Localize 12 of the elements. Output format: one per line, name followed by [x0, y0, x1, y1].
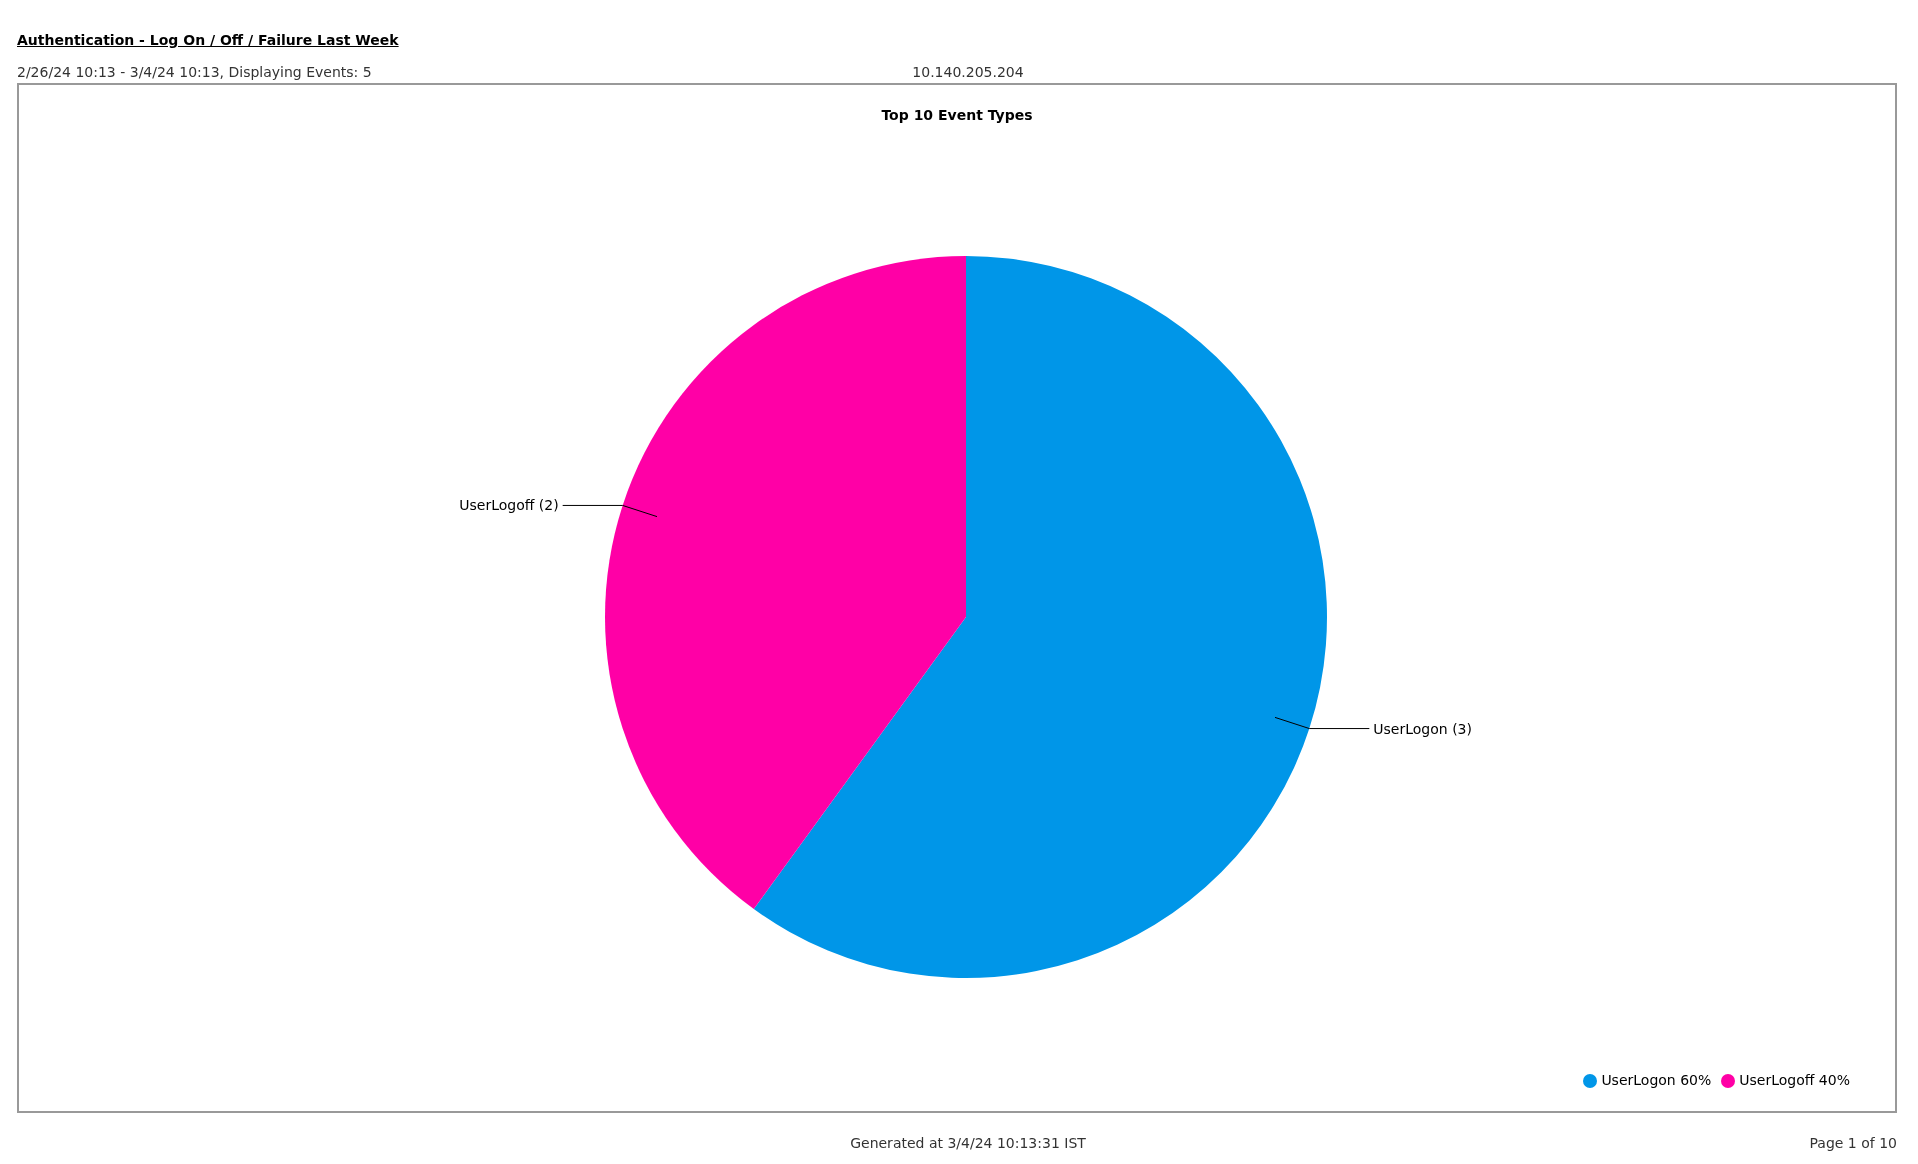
text: Page 1 of 10: [1809, 1135, 1897, 1151]
legend-label: UserLogon 60%: [1601, 1072, 1712, 1088]
chart-title: Top 10 Event Types: [880, 107, 1034, 123]
text: Generated at 3/4/24 10:13:31 IST: [849, 1135, 1087, 1151]
legend-label: UserLogoff 40%: [1739, 1072, 1850, 1088]
pie-slice: [753, 256, 1327, 978]
text: 10.140.205.204: [911, 64, 1025, 80]
data-label: UserLogoff (2): [459, 497, 559, 514]
text: 2/26/24 10:13 - 3/4/24 10:13, Displaying Events: 5: [17, 64, 372, 80]
data-label: UserLogon (3): [1373, 720, 1472, 737]
text: Authentication - Log On / Off / Failure Last Week: [17, 32, 399, 48]
pie-slice: [605, 256, 966, 910]
